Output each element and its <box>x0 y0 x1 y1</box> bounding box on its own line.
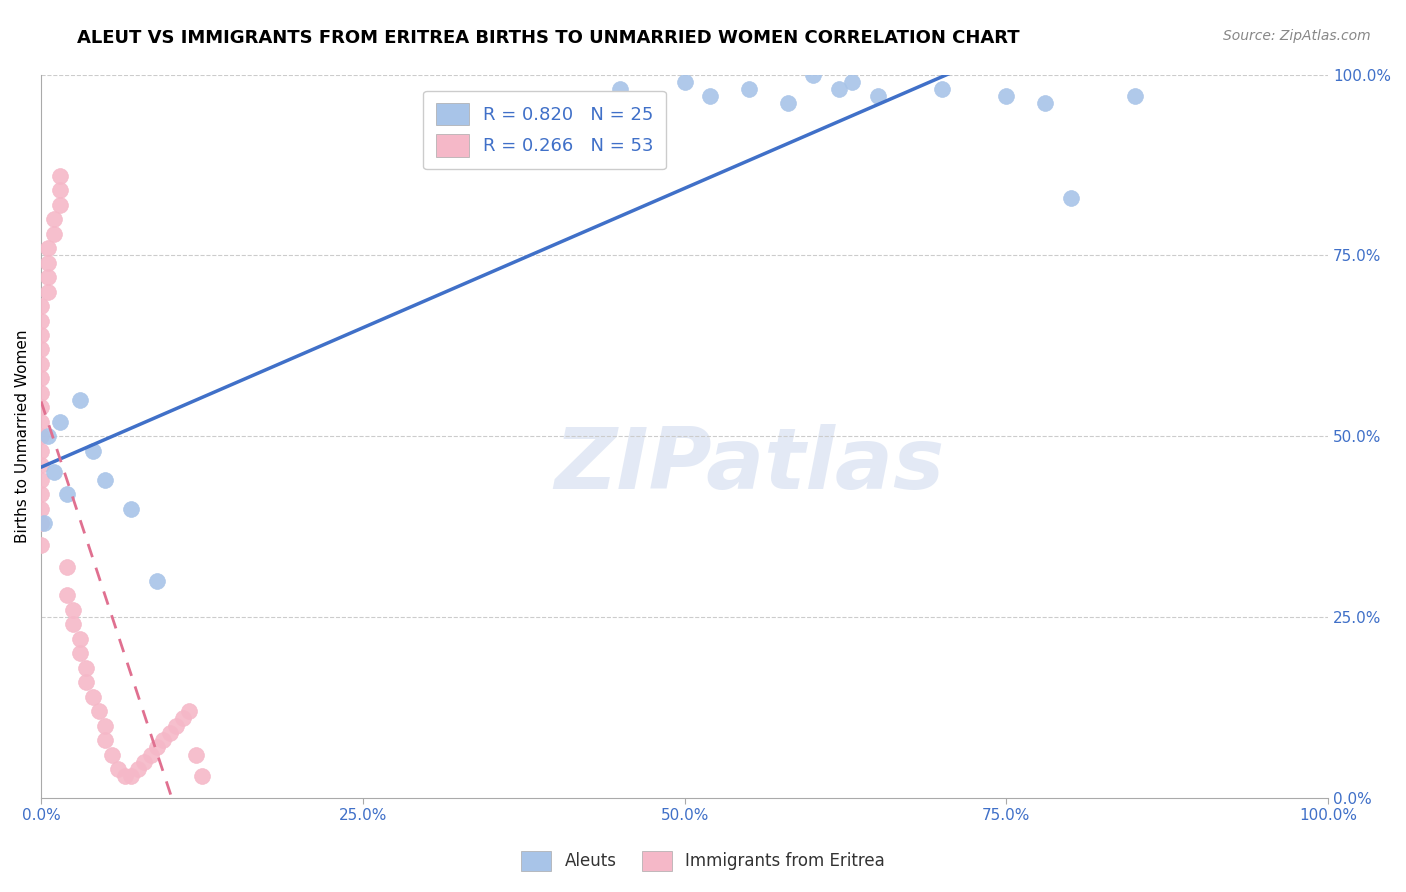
Point <box>30 429 52 443</box>
Point <box>165 719 187 733</box>
Point <box>30 299 52 313</box>
Point <box>75 675 97 690</box>
Point <box>191 769 214 783</box>
Point <box>49 183 72 197</box>
Point <box>152 733 174 747</box>
Y-axis label: Births to Unmarried Women: Births to Unmarried Women <box>15 329 30 543</box>
Point <box>828 82 851 96</box>
Point <box>30 357 52 371</box>
Point <box>30 313 52 327</box>
Point <box>866 89 889 103</box>
Point <box>931 82 953 96</box>
Point <box>120 769 142 783</box>
Point <box>49 198 72 212</box>
Point <box>132 755 155 769</box>
Point <box>37 241 59 255</box>
Point <box>56 589 79 603</box>
Legend: Aleuts, Immigrants from Eritrea: Aleuts, Immigrants from Eritrea <box>513 842 893 880</box>
Point <box>114 769 136 783</box>
Point <box>30 516 52 530</box>
Point <box>30 538 52 552</box>
Point <box>30 328 52 343</box>
Point <box>37 255 59 269</box>
Point <box>139 747 162 762</box>
Point <box>146 574 169 588</box>
Point <box>62 603 84 617</box>
Point <box>56 559 79 574</box>
Point <box>42 227 65 241</box>
Point <box>159 726 181 740</box>
Point <box>69 632 91 646</box>
Point <box>30 443 52 458</box>
Point <box>127 762 149 776</box>
Point <box>30 343 52 357</box>
Point <box>101 747 124 762</box>
Point <box>82 690 104 704</box>
Text: Source: ZipAtlas.com: Source: ZipAtlas.com <box>1223 29 1371 43</box>
Point <box>37 285 59 299</box>
Point <box>49 415 72 429</box>
Point <box>544 103 567 118</box>
Point <box>30 401 52 415</box>
Point <box>56 487 79 501</box>
Point <box>184 747 207 762</box>
Point <box>49 169 72 183</box>
Point <box>37 429 59 443</box>
Point <box>42 212 65 227</box>
Point <box>673 75 696 89</box>
Point <box>94 473 117 487</box>
Point <box>82 443 104 458</box>
Point <box>30 385 52 400</box>
Point <box>75 661 97 675</box>
Point <box>738 82 761 96</box>
Point <box>1060 190 1083 204</box>
Point <box>995 89 1018 103</box>
Point <box>609 82 631 96</box>
Point <box>94 719 117 733</box>
Point <box>30 415 52 429</box>
Point <box>30 473 52 487</box>
Point <box>776 96 799 111</box>
Text: ZIPatlas: ZIPatlas <box>554 424 943 507</box>
Point <box>30 487 52 501</box>
Point <box>37 270 59 285</box>
Point <box>120 501 142 516</box>
Point <box>841 75 863 89</box>
Point <box>172 711 194 725</box>
Point <box>42 466 65 480</box>
Point <box>1123 89 1146 103</box>
Point <box>69 393 91 408</box>
Point <box>30 458 52 473</box>
Point <box>30 501 52 516</box>
Point <box>801 68 824 82</box>
Point <box>107 762 129 776</box>
Point <box>30 371 52 385</box>
Point <box>69 646 91 660</box>
Point <box>179 704 201 718</box>
Text: ALEUT VS IMMIGRANTS FROM ERITREA BIRTHS TO UNMARRIED WOMEN CORRELATION CHART: ALEUT VS IMMIGRANTS FROM ERITREA BIRTHS … <box>77 29 1019 46</box>
Legend: R = 0.820   N = 25, R = 0.266   N = 53: R = 0.820 N = 25, R = 0.266 N = 53 <box>423 91 666 169</box>
Point <box>32 516 55 530</box>
Point <box>87 704 110 718</box>
Point <box>94 733 117 747</box>
Point <box>699 89 721 103</box>
Point <box>62 617 84 632</box>
Point <box>146 740 169 755</box>
Point <box>1033 96 1056 111</box>
